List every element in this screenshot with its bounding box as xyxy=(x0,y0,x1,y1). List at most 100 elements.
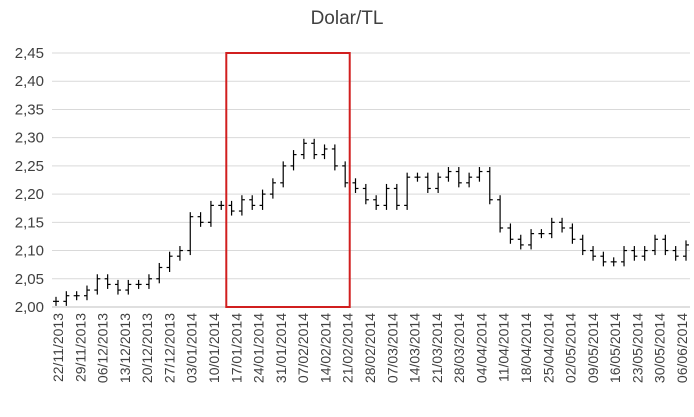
price-bar xyxy=(414,172,421,182)
price-bar xyxy=(621,246,628,267)
x-tick-label: 03/01/2014 xyxy=(184,313,200,383)
price-bar xyxy=(383,183,390,210)
price-bar xyxy=(373,195,380,210)
y-tick-label: 2,20 xyxy=(15,186,44,203)
x-tick-label: 21/03/2014 xyxy=(429,313,445,383)
price-bar xyxy=(63,291,70,306)
x-tick-label: 31/01/2014 xyxy=(273,313,289,383)
x-tick-label: 14/03/2014 xyxy=(407,313,423,383)
price-bar xyxy=(455,167,462,188)
price-bar xyxy=(435,172,442,193)
y-tick-label: 2,00 xyxy=(15,299,44,316)
price-bar xyxy=(538,229,545,239)
price-bar xyxy=(73,291,80,301)
x-tick-label: 07/02/2014 xyxy=(295,313,311,383)
price-bar xyxy=(280,161,287,188)
price-bar xyxy=(187,212,194,256)
price-bar xyxy=(228,200,235,216)
price-bar xyxy=(166,251,173,273)
price-bar xyxy=(497,195,504,233)
y-tick-label: 2,40 xyxy=(15,73,44,90)
x-tick-label: 17/01/2014 xyxy=(228,313,244,383)
price-bar xyxy=(517,234,524,250)
price-bar xyxy=(445,167,452,182)
x-tick-label: 04/04/2014 xyxy=(473,313,489,383)
price-bar xyxy=(197,212,204,227)
price-bar xyxy=(662,234,669,256)
price-bar xyxy=(590,246,597,261)
price-bar xyxy=(352,178,359,193)
price-bar xyxy=(145,274,152,289)
x-tick-label: 09/05/2014 xyxy=(585,313,601,383)
y-tick-label: 2,05 xyxy=(15,271,44,288)
price-bar xyxy=(507,223,514,244)
y-tick-label: 2,35 xyxy=(15,101,44,118)
price-bar xyxy=(290,150,297,171)
x-tick-label: 21/02/2014 xyxy=(340,313,356,383)
price-bar xyxy=(548,217,555,239)
gridlines xyxy=(52,52,690,280)
price-bar xyxy=(249,195,256,210)
y-tick-label: 2,25 xyxy=(15,158,44,175)
x-tick-label: 24/01/2014 xyxy=(251,313,267,383)
price-bar xyxy=(610,257,617,267)
x-tick-label: 06/06/2014 xyxy=(674,313,690,383)
price-bar xyxy=(321,144,328,160)
price-bar xyxy=(125,279,132,295)
x-tick-label: 20/12/2013 xyxy=(139,313,155,383)
price-bar xyxy=(218,200,225,210)
x-tick-label: 11/04/2014 xyxy=(496,313,512,382)
price-bar xyxy=(259,189,266,210)
price-bar xyxy=(269,178,276,199)
price-bar xyxy=(404,172,411,210)
price-bar xyxy=(342,161,349,188)
price-bar xyxy=(311,138,318,160)
price-bar xyxy=(393,183,400,210)
x-tick-label: 16/05/2014 xyxy=(607,313,623,383)
price-bar xyxy=(83,285,90,301)
x-tick-label: 14/02/2014 xyxy=(317,313,333,383)
price-bars xyxy=(53,138,689,306)
y-axis-tick-labels: 2,00 2,05 2,10 2,15 2,20 2,25 2,30 2,35 2,40 2,45 xyxy=(15,45,44,316)
price-bar xyxy=(486,167,493,205)
y-tick-label: 2,45 xyxy=(15,45,44,62)
x-tick-label: 22/11/2013 xyxy=(50,313,66,382)
price-bar xyxy=(466,172,473,188)
price-bar xyxy=(94,274,101,295)
price-bar xyxy=(238,195,245,216)
x-tick-label: 23/05/2014 xyxy=(629,313,645,383)
price-bar xyxy=(135,279,142,289)
price-bar xyxy=(579,234,586,256)
price-bar xyxy=(600,251,607,267)
price-bar xyxy=(559,217,566,233)
chart-title: Dolar/TL xyxy=(311,8,384,29)
price-bar xyxy=(672,246,679,261)
x-tick-label: 28/03/2014 xyxy=(451,313,467,383)
highlight-box xyxy=(225,52,351,308)
x-tick-label: 27/12/2013 xyxy=(161,313,177,383)
price-bar xyxy=(176,246,183,261)
y-tick-label: 2,30 xyxy=(15,130,44,147)
price-bar xyxy=(207,200,214,227)
x-tick-label: 28/02/2014 xyxy=(362,313,378,383)
price-bar xyxy=(331,144,338,171)
x-axis-tick-labels: 22/11/2013 29/11/2013 06/12/2013 13/12/2013… xyxy=(50,313,690,383)
x-tick-label: 13/12/2013 xyxy=(117,313,133,383)
x-tick-label: 29/11/2013 xyxy=(72,313,88,382)
price-bar xyxy=(362,183,369,205)
price-bar xyxy=(114,279,121,295)
x-tick-label: 07/03/2014 xyxy=(384,313,400,383)
price-bar xyxy=(641,246,648,261)
x-tick-label: 06/12/2013 xyxy=(95,313,111,383)
x-tick-label: 30/05/2014 xyxy=(652,313,668,383)
x-tick-label: 25/04/2014 xyxy=(540,313,556,383)
price-bar xyxy=(53,296,59,306)
price-bar xyxy=(631,246,638,261)
y-tick-label: 2,15 xyxy=(15,214,44,231)
x-tick-label: 02/05/2014 xyxy=(563,313,579,383)
price-bar xyxy=(652,234,659,256)
price-bar xyxy=(476,167,483,182)
price-bar xyxy=(683,240,689,261)
